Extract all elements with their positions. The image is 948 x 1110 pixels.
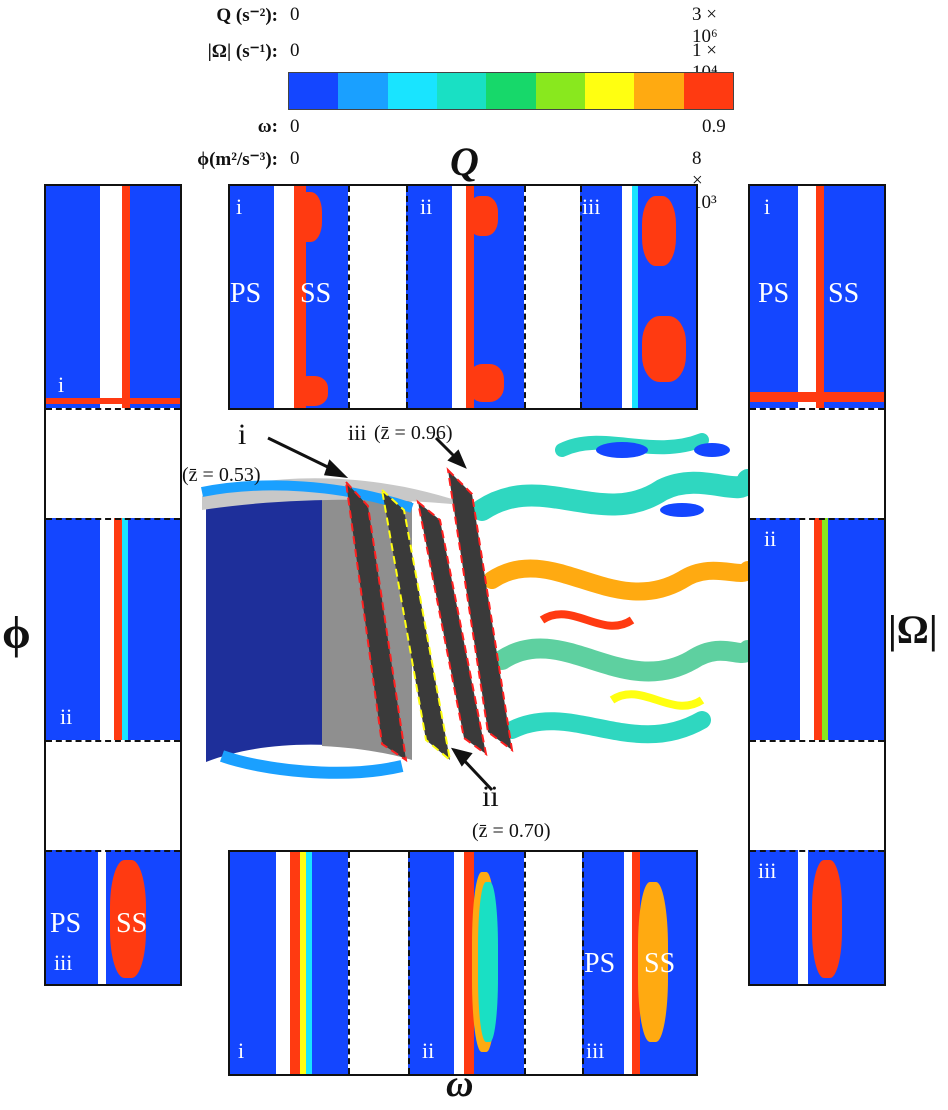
title-q: Q bbox=[450, 139, 479, 184]
phi-slice-ii: ii bbox=[46, 518, 180, 740]
plane-label-ii: ii bbox=[482, 780, 499, 813]
omega-ps-label: PS bbox=[584, 948, 616, 979]
omega-slice-i: i bbox=[230, 852, 348, 1074]
q-ss-label: SS bbox=[300, 278, 332, 309]
vort-ps-label: PS bbox=[758, 278, 790, 309]
omega-contour-panel: i ii PS SS iii bbox=[228, 850, 698, 1076]
vort-ss-label: SS bbox=[828, 278, 860, 309]
colorbar-swatch-0 bbox=[289, 73, 339, 109]
legend-min-vorticity-mag: 0 bbox=[290, 40, 300, 61]
q-slice-ii: ii bbox=[406, 186, 524, 408]
title-phi: ϕ bbox=[2, 607, 31, 658]
blade-vortex-illustration bbox=[201, 433, 748, 792]
phi-slice-i: i bbox=[46, 186, 180, 408]
legend-min-omega: 0 bbox=[290, 116, 300, 137]
colorbar-swatch-6 bbox=[584, 73, 635, 109]
phi-ps-label: PS bbox=[50, 908, 82, 939]
q-slice-i: i PS SS bbox=[230, 186, 348, 408]
colorbar-swatch-5 bbox=[535, 73, 585, 109]
phi-ss-label: SS bbox=[116, 908, 148, 939]
legend-label-phi: ϕ(m²/s⁻³): bbox=[197, 149, 278, 170]
legend-max-phi: 8 × 10³ bbox=[692, 148, 717, 213]
q-contour-panel: i PS SS ii iii bbox=[228, 184, 698, 410]
colorbar-swatch-3 bbox=[436, 73, 487, 109]
plane-label-iii: iii bbox=[348, 420, 367, 445]
legend-label-q: Q (s⁻²): bbox=[216, 5, 278, 26]
omega-ss-label: SS bbox=[644, 948, 676, 979]
vort-slice-ii: ii bbox=[750, 518, 884, 740]
plane-arrows bbox=[267, 436, 494, 792]
omega-slice-label-i: i bbox=[238, 1038, 245, 1063]
plane-label-i: i bbox=[238, 418, 247, 451]
cutting-planes bbox=[344, 467, 514, 763]
omega-slice-label-ii: ii bbox=[422, 1038, 435, 1063]
title-vorticity-mag: |Ω| bbox=[888, 607, 938, 652]
vortex-structures bbox=[471, 433, 748, 744]
legend-label-vorticity-mag: |Ω| (s⁻¹): bbox=[207, 41, 278, 62]
phi-slice-iii: PS SS iii bbox=[46, 850, 180, 984]
vort-slice-label-ii: ii bbox=[764, 526, 777, 551]
colorbar bbox=[288, 72, 734, 110]
plane-z-iii: (z̄ = 0.96) bbox=[374, 422, 453, 444]
omega-slice-ii: ii bbox=[408, 852, 524, 1074]
legend-max-q: 3 × 10⁶ bbox=[692, 4, 718, 47]
q-slice-label-i: i bbox=[236, 194, 243, 219]
vort-slice-iii: iii bbox=[750, 850, 884, 984]
legend-label-omega: ω: bbox=[257, 116, 278, 137]
q-slice-label-iii: iii bbox=[582, 194, 601, 219]
colorbar-swatch-8 bbox=[683, 73, 733, 109]
vorticity-mag-contour-panel: i PS SS ii iii bbox=[748, 184, 886, 986]
legend-min-phi: 0 bbox=[290, 148, 300, 169]
legend-min-q: 0 bbox=[290, 4, 300, 25]
vort-slice-i: i PS SS bbox=[750, 186, 884, 408]
colorbar-swatch-7 bbox=[634, 73, 684, 109]
phi-contour-panel: i ii PS SS iii bbox=[44, 184, 182, 986]
plane-z-ii: (z̄ = 0.70) bbox=[472, 820, 551, 842]
q-slice-label-ii: ii bbox=[420, 194, 433, 219]
plane-z-i: (z̄ = 0.53) bbox=[182, 464, 261, 486]
legend-max-omega: 0.9 bbox=[702, 116, 726, 137]
phi-slice-label-i: i bbox=[58, 372, 65, 397]
vort-slice-label-i: i bbox=[764, 194, 771, 219]
phi-slice-label-ii: ii bbox=[60, 704, 73, 729]
vort-slice-label-iii: iii bbox=[758, 858, 777, 883]
colorbar-swatch-4 bbox=[486, 73, 536, 109]
q-slice-iii: iii bbox=[580, 186, 696, 408]
q-ps-label: PS bbox=[230, 278, 262, 309]
colorbar-swatch-1 bbox=[338, 73, 388, 109]
omega-slice-iii: PS SS iii bbox=[582, 852, 696, 1074]
colorbar-swatch-2 bbox=[387, 73, 437, 109]
phi-slice-label-iii: iii bbox=[54, 950, 73, 975]
omega-slice-label-iii: iii bbox=[586, 1038, 605, 1063]
